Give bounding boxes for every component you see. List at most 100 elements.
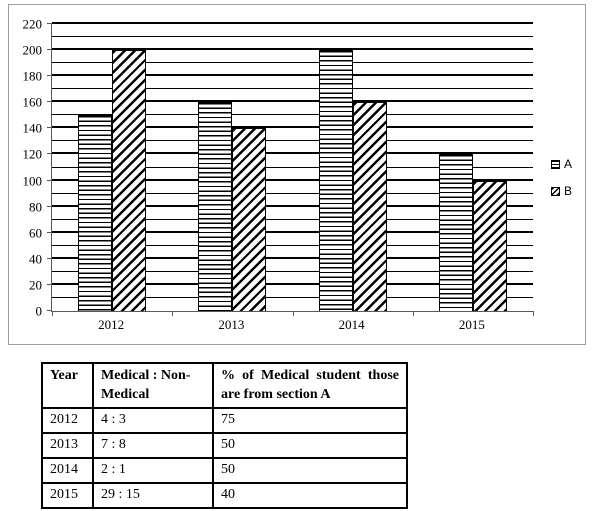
cell-percent: 75	[212, 406, 408, 434]
table-header-row: Year Medical : Non-Medical % of Medical …	[41, 362, 408, 409]
gridline-220	[52, 22, 533, 24]
gridline-90	[52, 192, 533, 194]
y-tick-mark	[47, 205, 52, 207]
gridline-110	[52, 166, 533, 168]
y-tick-label-40: 40	[29, 251, 42, 267]
y-tick-mark	[47, 23, 52, 24]
x-tick-label-2015: 2015	[458, 317, 485, 332]
cell-ratio: 7 : 8	[92, 431, 214, 459]
table-row-2012: 2012 4 : 3 75	[41, 406, 408, 434]
bar-b-2015	[472, 180, 507, 311]
legend-marker-b-icon	[551, 186, 560, 196]
gridline-170	[52, 88, 533, 90]
y-tick-mark	[47, 310, 52, 311]
gridline-120	[52, 152, 533, 155]
legend-label-a: A	[564, 157, 573, 171]
y-tick-mark	[47, 101, 52, 103]
cell-percent: 40	[212, 481, 408, 509]
legend-item-a: A	[551, 157, 572, 171]
bar-a-2015	[438, 154, 473, 311]
y-tick-label-140: 140	[22, 120, 43, 136]
table-row-2014: 2014 2 : 1 50	[41, 456, 408, 484]
x-tick-mark	[172, 311, 174, 316]
gridline-20	[52, 282, 533, 285]
y-tick-mark	[47, 257, 52, 259]
y-tick-label-60: 60	[29, 225, 42, 241]
plot-area	[47, 22, 534, 316]
cell-year: 2015	[41, 481, 94, 509]
gridline-210	[52, 36, 533, 38]
gridline-190	[52, 62, 533, 64]
cell-ratio: 4 : 3	[92, 406, 214, 434]
gridline-130	[52, 140, 533, 142]
legend-item-b: B	[551, 184, 572, 198]
y-tick-label-120: 120	[22, 146, 43, 162]
y-tick-mark	[47, 153, 52, 155]
bar-b-2012	[112, 50, 147, 311]
bar-group-2012	[52, 24, 172, 311]
legend-label-b: B	[564, 184, 573, 198]
y-axis-labels: 0 20 40 60 80 100 120 140 160 180 200 220	[9, 18, 45, 318]
gridline-80	[52, 204, 533, 207]
table-row-2013: 2013 7 : 8 50	[41, 431, 408, 459]
x-ticks	[52, 311, 534, 316]
cell-year: 2012	[41, 406, 94, 434]
bar-a-2012	[78, 115, 113, 311]
y-tick-mark	[47, 283, 52, 285]
gridline-100	[52, 178, 533, 181]
gridline-60	[52, 230, 533, 233]
cell-year: 2013	[41, 431, 94, 459]
x-tick-label-2014: 2014	[338, 317, 365, 332]
y-tick-mark	[47, 127, 52, 129]
y-tick-label-180: 180	[22, 68, 43, 84]
y-tick-mark	[47, 75, 52, 77]
gridline-160	[52, 100, 533, 103]
gridline-30	[52, 270, 533, 272]
y-tick-label-160: 160	[22, 94, 43, 110]
bar-group-2014	[293, 24, 413, 311]
bars	[52, 24, 533, 311]
y-tick-label-80: 80	[29, 199, 42, 215]
bar-a-2013	[198, 102, 233, 311]
cell-year: 2014	[41, 456, 94, 484]
table-row-2015: 2015 29 : 15 40	[41, 481, 408, 509]
bar-group-2015	[413, 24, 533, 311]
y-tick-label-20: 20	[29, 277, 42, 293]
data-table: Year Medical : Non-Medical % of Medical …	[41, 362, 408, 509]
y-tick-mark	[47, 179, 52, 181]
cell-percent: 50	[212, 431, 408, 459]
y-tick-label-200: 200	[22, 42, 43, 58]
cell-ratio: 2 : 1	[92, 456, 214, 484]
gridline-50	[52, 244, 533, 246]
header-year: Year	[41, 362, 94, 409]
y-tick-label-220: 220	[22, 16, 43, 32]
bar-a-2014	[318, 50, 353, 311]
gridline-180	[52, 74, 533, 77]
gridline-70	[52, 218, 533, 220]
gridlines	[52, 22, 533, 311]
bar-chart: 0 20 40 60 80 100 120 140 160 180 200 220 2012 2013 2…	[8, 4, 586, 345]
header-medical-ratio: Medical : Non-Medical	[92, 362, 214, 409]
header-percent-section-a: % of Medical student those are from sect…	[212, 362, 408, 409]
y-tick-mark	[47, 231, 52, 233]
x-tick-mark	[533, 311, 534, 316]
x-tick-label-2013: 2013	[218, 317, 245, 332]
cell-ratio: 29 : 15	[92, 481, 214, 509]
gridline-140	[52, 126, 533, 129]
x-tick-mark	[292, 311, 294, 316]
bar-group-2013	[172, 24, 292, 311]
legend-marker-a-icon	[551, 159, 560, 169]
gridline-10	[52, 296, 533, 298]
x-tick-label-2012: 2012	[98, 317, 125, 332]
bar-b-2013	[232, 128, 267, 311]
y-tick-label-0: 0	[35, 303, 43, 319]
y-tick-mark	[47, 49, 52, 51]
y-tick-label-100: 100	[22, 173, 43, 189]
cell-percent: 50	[212, 456, 408, 484]
x-tick-mark	[412, 311, 414, 316]
x-tick-mark	[52, 311, 53, 316]
gridline-150	[52, 114, 533, 116]
gridline-200	[52, 48, 533, 51]
